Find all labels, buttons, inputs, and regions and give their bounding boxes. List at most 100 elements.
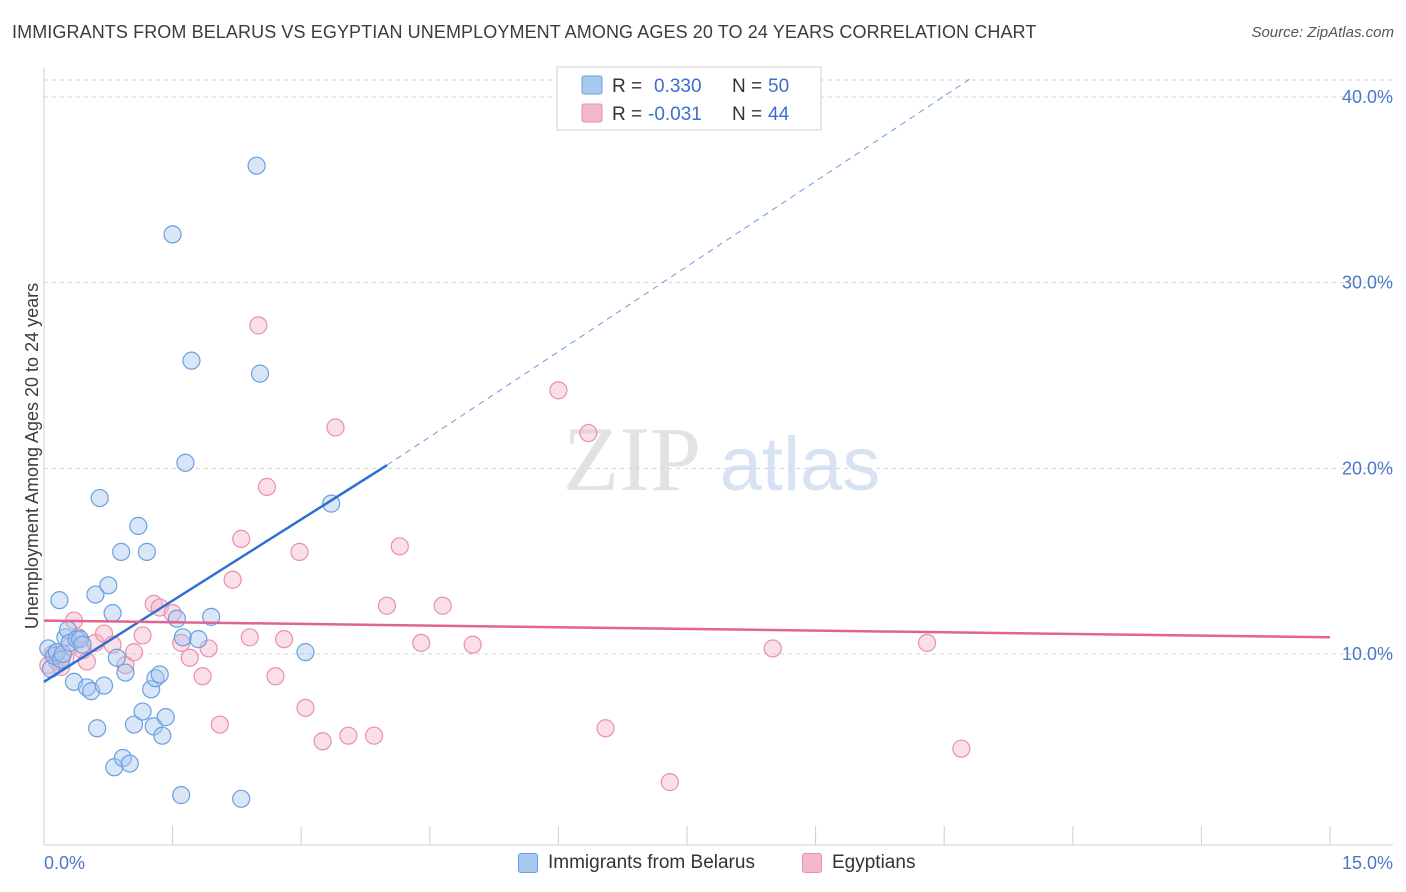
stats-n-value-2: 44: [768, 104, 790, 125]
egyptian-point-39: [412, 633, 431, 652]
y-tick-label-30: 30.0%: [1342, 273, 1393, 293]
egyptian-point-36: [364, 726, 384, 745]
x-axis-ticks: [43, 826, 1331, 845]
stats-r-label-1: R =: [612, 76, 642, 97]
egyptian-point-47: [917, 633, 937, 652]
belarus-point-31: [137, 542, 156, 561]
belarus-point-44: [189, 630, 208, 649]
egyptian-point-30: [274, 630, 294, 649]
chart-title: IMMIGRANTS FROM BELARUS VS EGYPTIAN UNEM…: [12, 22, 1037, 42]
belarus-trend-line: [43, 464, 388, 683]
egyptian-point-31: [290, 542, 309, 561]
belarus-point-30: [133, 702, 152, 721]
egyptian-point-42: [549, 381, 568, 400]
legend-swatch-belarus: [518, 853, 538, 873]
source-label: Source: ZipAtlas.com: [1251, 24, 1394, 41]
belarus-point-35: [150, 665, 169, 684]
egyptian-point-21: [193, 667, 212, 686]
belarus-point-28: [124, 715, 144, 734]
stats-n-label-1: N =: [732, 76, 762, 97]
belarus-point-49: [296, 643, 315, 662]
belarus-point-41: [173, 628, 192, 647]
belarus-point-40: [172, 786, 191, 805]
egyptian-point-40: [433, 596, 452, 615]
belarus-point-17: [88, 719, 107, 738]
egyptian-point-32: [296, 698, 315, 717]
belarus-point-47: [247, 156, 266, 175]
belarus-point-20: [99, 576, 118, 595]
belarus-point-23: [107, 648, 126, 667]
belarus-point-46: [232, 789, 251, 808]
belarus-point-29: [129, 516, 148, 535]
trend-lines: [43, 78, 1331, 683]
belarus-point-16: [86, 585, 105, 604]
legend-item-belarus: Immigrants from Belarus: [518, 852, 755, 874]
egyptian-point-41: [463, 635, 482, 654]
belarus-point-24: [112, 542, 131, 561]
belarus-point-42: [176, 453, 195, 472]
stats-r-label-2: R =: [612, 104, 642, 125]
egyptian-point-48: [952, 739, 971, 758]
y-tick-label-20: 20.0%: [1342, 458, 1393, 478]
y-tick-label-40: 40.0%: [1342, 87, 1393, 107]
egyptian-trend-line: [43, 619, 1331, 639]
legend-label-egyptians: Egyptians: [832, 852, 916, 873]
belarus-point-19: [94, 676, 114, 695]
egyptian-point-28: [257, 477, 277, 496]
x-tick-label-min: 0.0%: [44, 853, 85, 873]
belarus-point-39: [167, 609, 186, 628]
legend-label-belarus: Immigrants from Belarus: [548, 852, 755, 873]
egyptian-point-44: [596, 719, 615, 738]
belarus-point-13: [73, 635, 92, 654]
legend-swatch-egyptians: [802, 853, 822, 873]
bottom-legend: Immigrants from Belarus Egyptians: [0, 852, 1406, 878]
egyptian-point-38: [390, 537, 409, 556]
stats-legend: R = 0.330 N = 50 R = -0.031 N = 44: [556, 66, 822, 131]
legend-item-egyptians: Egyptians: [802, 852, 915, 874]
egyptian-point-37: [377, 596, 397, 615]
belarus-point-50: [322, 494, 341, 513]
x-tick-label-max: 15.0%: [1342, 853, 1393, 873]
egyptians-points: [39, 316, 971, 792]
egyptian-point-34: [326, 418, 345, 437]
egyptian-point-14: [124, 643, 144, 662]
egyptian-point-46: [763, 639, 782, 658]
egyptian-point-26: [240, 628, 259, 647]
egyptian-point-25: [232, 529, 251, 548]
belarus-point-45: [202, 607, 221, 626]
egyptian-point-24: [223, 570, 242, 589]
belarus-point-43: [182, 351, 201, 370]
egyptian-point-23: [210, 715, 229, 734]
y-axis-tick-labels: 10.0% 20.0% 30.0% 40.0%: [1342, 87, 1393, 664]
egyptian-point-15: [133, 626, 152, 645]
watermark-atlas: atlas: [720, 422, 881, 507]
belarus-points: [39, 156, 341, 808]
stats-r-value-2: -0.031: [648, 104, 702, 125]
stats-n-label-2: N =: [732, 104, 762, 125]
stats-legend-swatch-pink: [581, 103, 603, 123]
gridlines: [44, 79, 1393, 655]
axes: [43, 68, 1393, 846]
belarus-point-27: [120, 754, 139, 773]
watermark-zip: ZIP: [563, 408, 701, 510]
stats-legend-swatch-blue: [581, 75, 603, 95]
egyptian-point-35: [339, 726, 358, 745]
belarus-point-4: [50, 591, 69, 610]
egyptian-point-22: [199, 639, 218, 658]
egyptian-point-29: [266, 667, 285, 686]
egyptian-point-33: [313, 732, 332, 751]
belarus-point-26: [116, 663, 135, 682]
belarus-point-21: [103, 604, 122, 623]
egyptian-point-27: [249, 316, 268, 335]
egyptian-point-45: [660, 773, 679, 792]
belarus-point-37: [156, 708, 175, 727]
belarus-point-32: [142, 680, 161, 699]
y-tick-label-10: 10.0%: [1342, 644, 1393, 664]
belarus-point-38: [163, 225, 182, 244]
belarus-point-18: [90, 488, 109, 508]
stats-r-value-1: 0.330: [654, 76, 702, 97]
stats-n-value-1: 50: [768, 76, 789, 97]
egyptian-point-43: [579, 423, 598, 443]
belarus-point-48: [250, 364, 270, 383]
